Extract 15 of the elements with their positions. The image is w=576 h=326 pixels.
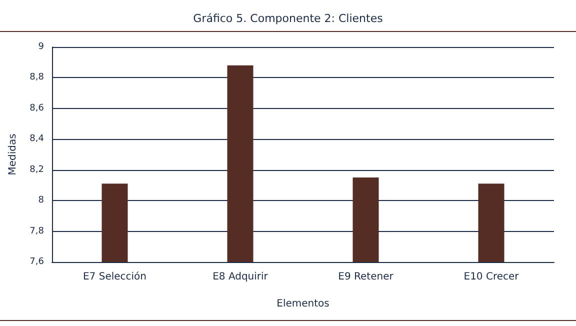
y-tick-label: 8	[38, 196, 44, 206]
y-tick-label: 8,2	[30, 164, 44, 175]
x-tick-label: E9 Retener	[338, 272, 394, 282]
x-tick-label: E10 Crecer	[464, 272, 520, 282]
y-tick-label: 7,6	[30, 257, 44, 267]
y-tick-label: 8,6	[30, 103, 44, 114]
chart-title: Gráfico 5. Componente 2: Clientes	[193, 12, 384, 25]
y-tick-label: 9	[38, 42, 44, 52]
y-axis-title: Medidas	[8, 134, 18, 176]
x-tick-label: E8 Adquirir	[212, 272, 269, 282]
y-tick-label: 8,4	[30, 134, 44, 144]
y-tick-label: 7,8	[30, 226, 44, 236]
x-axis-title: Elementos	[276, 298, 330, 310]
x-tick-label: E7 Selección	[82, 272, 147, 282]
y-tick-label: 8,8	[30, 72, 44, 83]
